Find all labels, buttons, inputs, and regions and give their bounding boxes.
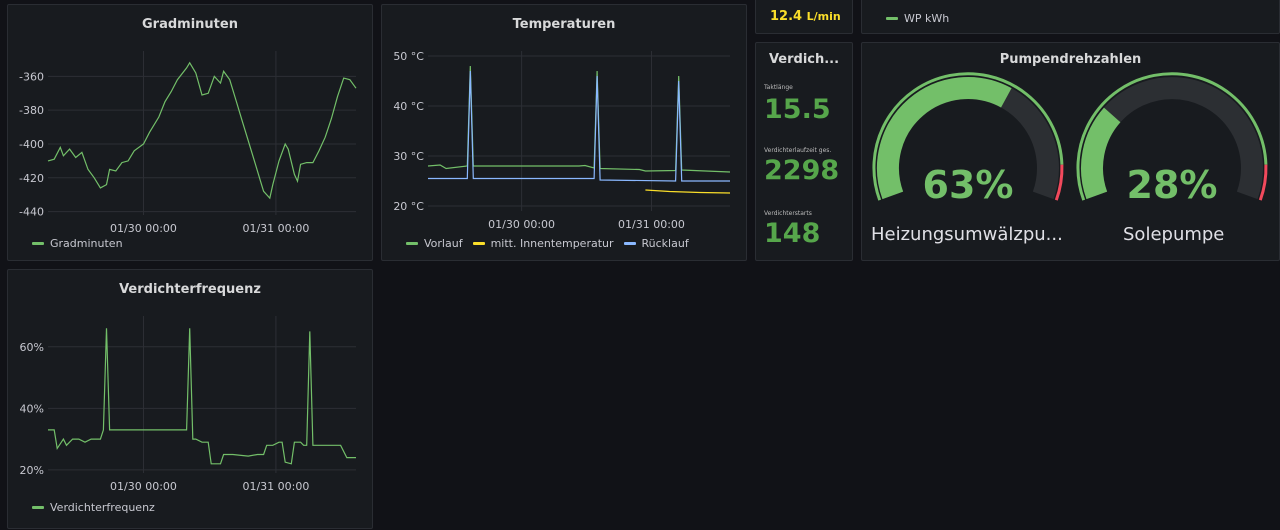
series-line (645, 189, 731, 194)
x-tick-label: 01/31 00:00 (242, 222, 309, 235)
pumpen-panel[interactable]: Pumpendrehzahlen 63% 28% Heizungsumwälzpu… (861, 42, 1280, 261)
legend-label: Rücklauf (641, 237, 689, 250)
verdichterfrequenz-legend[interactable]: Verdichterfrequenz (32, 501, 155, 514)
legend-swatch (406, 242, 418, 245)
series-line (428, 70, 730, 182)
legend-label: Verdichterfrequenz (50, 501, 155, 514)
y-tick-label: 20 °C (393, 200, 424, 213)
legend-swatch (472, 242, 485, 245)
gauge-threshold-green (872, 72, 1064, 201)
legend-label: mitt. Innentemperatur (490, 237, 614, 250)
temperaturen-legend[interactable]: Vorlauf mitt. Innentemperatur Rücklauf (406, 237, 689, 250)
y-tick-label: 40% (20, 402, 44, 415)
gauge-value-text: 28% (1127, 163, 1218, 207)
y-tick-label: 30 °C (393, 150, 424, 163)
kwh-panel[interactable]: WP kWh (861, 0, 1280, 34)
flow-stat-panel[interactable]: 12.4 L/min (755, 0, 853, 34)
y-tick-label: 40 °C (393, 100, 424, 113)
stat-value-laufzeit: 2298 (764, 155, 840, 186)
x-tick-label: 01/31 00:00 (618, 218, 685, 231)
verdichterfrequenz-panel[interactable]: Verdichterfrequenz 60% 40% 20% 01/30 00:00 0… (7, 269, 373, 529)
pump-gauges: 63% 28% (872, 72, 1268, 207)
panel-title[interactable]: Verdich... (768, 52, 840, 67)
temperaturen-chart[interactable]: 50 °C 40 °C 30 °C 20 °C 01/30 00:00 01/31 00:… (382, 5, 748, 262)
gauge-threshold-red (1258, 164, 1268, 201)
x-tick-label: 01/30 00:00 (110, 222, 177, 235)
legend-item[interactable]: Rücklauf (623, 237, 689, 250)
gauge-threshold-green (1076, 72, 1268, 201)
gauge-threshold-red (1054, 164, 1064, 201)
legend-swatch (32, 242, 44, 245)
legend-swatch (32, 506, 44, 509)
legend-swatch (623, 242, 636, 245)
verdichterfrequenz-chart[interactable]: 60% 40% 20% 01/30 00:00 01/31 00:00 (8, 270, 374, 530)
stat-value-taktlaenge: 15.5 (764, 94, 831, 125)
gradminuten-legend[interactable]: Gradminuten (32, 237, 123, 250)
stat-label-taktlaenge: Taktlänge (764, 84, 793, 91)
y-tick-label: -380 (19, 104, 44, 117)
gradminuten-chart[interactable]: -360 -380 -400 -420 -440 01/30 00:00 01/31 00:… (8, 5, 374, 262)
y-tick-label: -360 (19, 70, 44, 83)
gradminuten-panel[interactable]: Gradminuten -360 -380 -400 -420 -440 01/30 00… (7, 4, 373, 261)
x-tick-label: 01/30 00:00 (110, 480, 177, 493)
series-line (47, 61, 357, 200)
gauge-value-arc (1080, 107, 1121, 200)
gauge-value-text: 63% (923, 163, 1014, 207)
gauge-label-sole: Solepumpe (1123, 224, 1225, 245)
x-tick-label: 01/30 00:00 (488, 218, 555, 231)
y-tick-label: 60% (20, 341, 44, 354)
temperaturen-panel[interactable]: Temperaturen 50 °C 40 °C 30 °C 20 °C 01/30 0… (381, 4, 747, 261)
y-tick-label: -420 (19, 172, 44, 185)
y-tick-label: 20% (20, 464, 44, 477)
legend-label: Gradminuten (50, 237, 123, 250)
legend-item[interactable]: mitt. Innentemperatur (472, 237, 614, 250)
gauge-value-arc (876, 77, 1012, 200)
stat-value-starts: 148 (764, 218, 821, 249)
verdichter-panel[interactable]: Verdich... Taktlänge 15.5 Verdichterlauf… (755, 42, 853, 261)
kwh-legend[interactable]: WP kWh (886, 12, 949, 25)
y-tick-label: 50 °C (393, 50, 424, 63)
legend-item[interactable]: Vorlauf (406, 237, 463, 250)
y-tick-label: -440 (19, 206, 44, 219)
x-tick-label: 01/31 00:00 (242, 480, 309, 493)
stat-label-starts: Verdichterstarts (764, 210, 812, 217)
series-line (48, 328, 356, 465)
legend-label: Vorlauf (424, 237, 463, 250)
flow-stat-value: 12.4 L/min (770, 9, 841, 24)
y-tick-label: -400 (19, 138, 44, 151)
stat-label-laufzeit: Verdichterlaufzeit ges. (764, 147, 832, 154)
gauge-label-heizung: Heizungsumwälzpu... (871, 224, 1063, 245)
